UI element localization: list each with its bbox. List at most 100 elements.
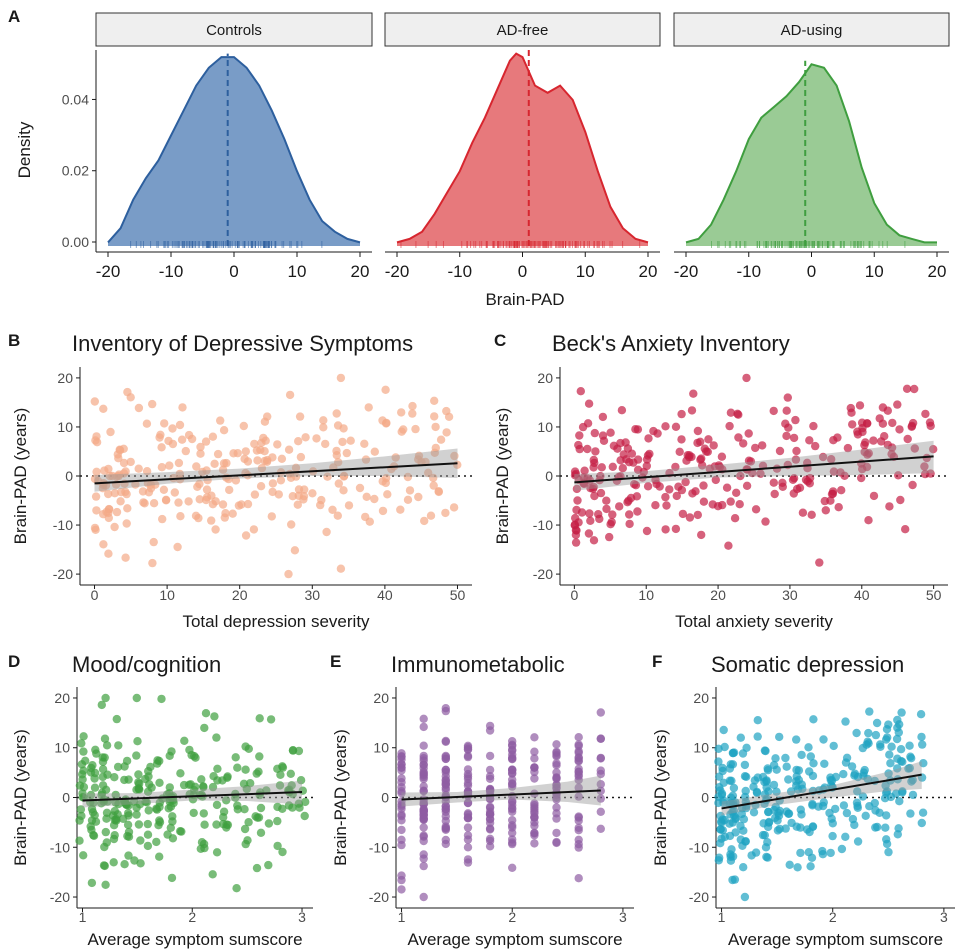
data-point [119, 469, 129, 478]
data-point [268, 479, 278, 488]
data-point [552, 773, 561, 782]
data-point [110, 773, 119, 782]
data-point [244, 818, 253, 827]
data-point [442, 428, 451, 437]
data-point [859, 768, 868, 777]
data-point [905, 741, 914, 750]
data-point [644, 434, 653, 443]
y-tick-label: 0.00 [62, 234, 89, 250]
data-point [685, 513, 695, 522]
data-point [130, 856, 139, 865]
data-point [762, 783, 771, 792]
facet-2: AD-using -20 -10 0 10 20 [673, 12, 950, 281]
x-tick-label: -10 [447, 262, 472, 281]
data-point [126, 457, 135, 467]
data-point [184, 497, 193, 506]
data-point [819, 735, 828, 744]
data-point [132, 693, 141, 703]
data-point [255, 752, 264, 761]
data-point [598, 431, 608, 440]
data-point [295, 412, 305, 421]
data-point [294, 437, 303, 446]
data-point [642, 526, 652, 536]
data-point [208, 500, 218, 509]
data-point [671, 422, 681, 431]
data-point [219, 459, 229, 468]
data-point [275, 781, 285, 790]
data-point [294, 799, 303, 808]
data-point [113, 762, 123, 772]
data-point [233, 801, 242, 810]
data-point [572, 484, 582, 494]
data-point [222, 796, 231, 805]
data-point [596, 754, 605, 763]
data-point [284, 801, 294, 810]
data-point [278, 847, 287, 857]
data-point [463, 858, 473, 867]
y-axis-title: Brain-PAD (years) [651, 729, 670, 866]
data-point [323, 472, 332, 481]
data-point [152, 837, 161, 847]
data-point [201, 437, 211, 446]
density-area [397, 53, 648, 246]
data-point [463, 752, 473, 762]
data-point [530, 828, 539, 837]
data-point [926, 469, 935, 478]
data-point [155, 778, 164, 787]
data-point [616, 438, 625, 448]
data-point [916, 710, 926, 719]
data-point [397, 788, 406, 798]
data-point [319, 416, 328, 425]
data-point [199, 809, 208, 818]
x-tick-label: 20 [639, 262, 658, 281]
data-point [643, 451, 653, 460]
x-tick-label: -20 [674, 262, 699, 281]
data-point [714, 757, 723, 766]
y-axis-title: Brain-PAD (years) [331, 729, 350, 866]
regression-line [401, 789, 601, 801]
panel-title: Beck's Anxiety Inventory [552, 331, 790, 356]
data-point [429, 481, 438, 490]
data-point [132, 810, 141, 819]
data-point [419, 760, 428, 769]
data-point [894, 824, 903, 833]
panel-title: Inventory of Depressive Symptoms [72, 331, 413, 356]
data-point [485, 803, 495, 812]
data-point [827, 455, 836, 464]
data-point [322, 527, 331, 537]
x-tick-label: 3 [940, 909, 948, 925]
data-point [225, 485, 234, 495]
data-point [485, 825, 495, 834]
data-point [606, 428, 615, 437]
data-point [381, 385, 390, 394]
data-point [623, 444, 633, 453]
data-point [229, 449, 238, 458]
x-tick-label: 50 [926, 587, 942, 603]
data-point [655, 482, 664, 491]
data-point [112, 816, 121, 825]
data-point [383, 490, 392, 499]
data-point [908, 480, 917, 490]
data-point [897, 708, 906, 717]
data-point [264, 860, 273, 870]
x-tick-label: 3 [619, 909, 627, 925]
x-tick-label: 20 [928, 262, 947, 281]
data-point [842, 808, 852, 818]
data-point [152, 804, 161, 813]
data-point [888, 418, 897, 428]
data-point [430, 396, 439, 405]
data-point [808, 801, 817, 810]
data-point [725, 764, 735, 773]
regression-line [94, 462, 458, 485]
x-tick-label: 10 [288, 262, 307, 281]
data-point [187, 434, 197, 444]
data-point [530, 812, 539, 821]
data-point [284, 445, 294, 454]
data-point [219, 819, 228, 829]
data-point [762, 776, 771, 785]
data-point [781, 753, 790, 763]
data-point [508, 755, 517, 764]
data-point [157, 463, 167, 472]
data-point [77, 760, 87, 769]
